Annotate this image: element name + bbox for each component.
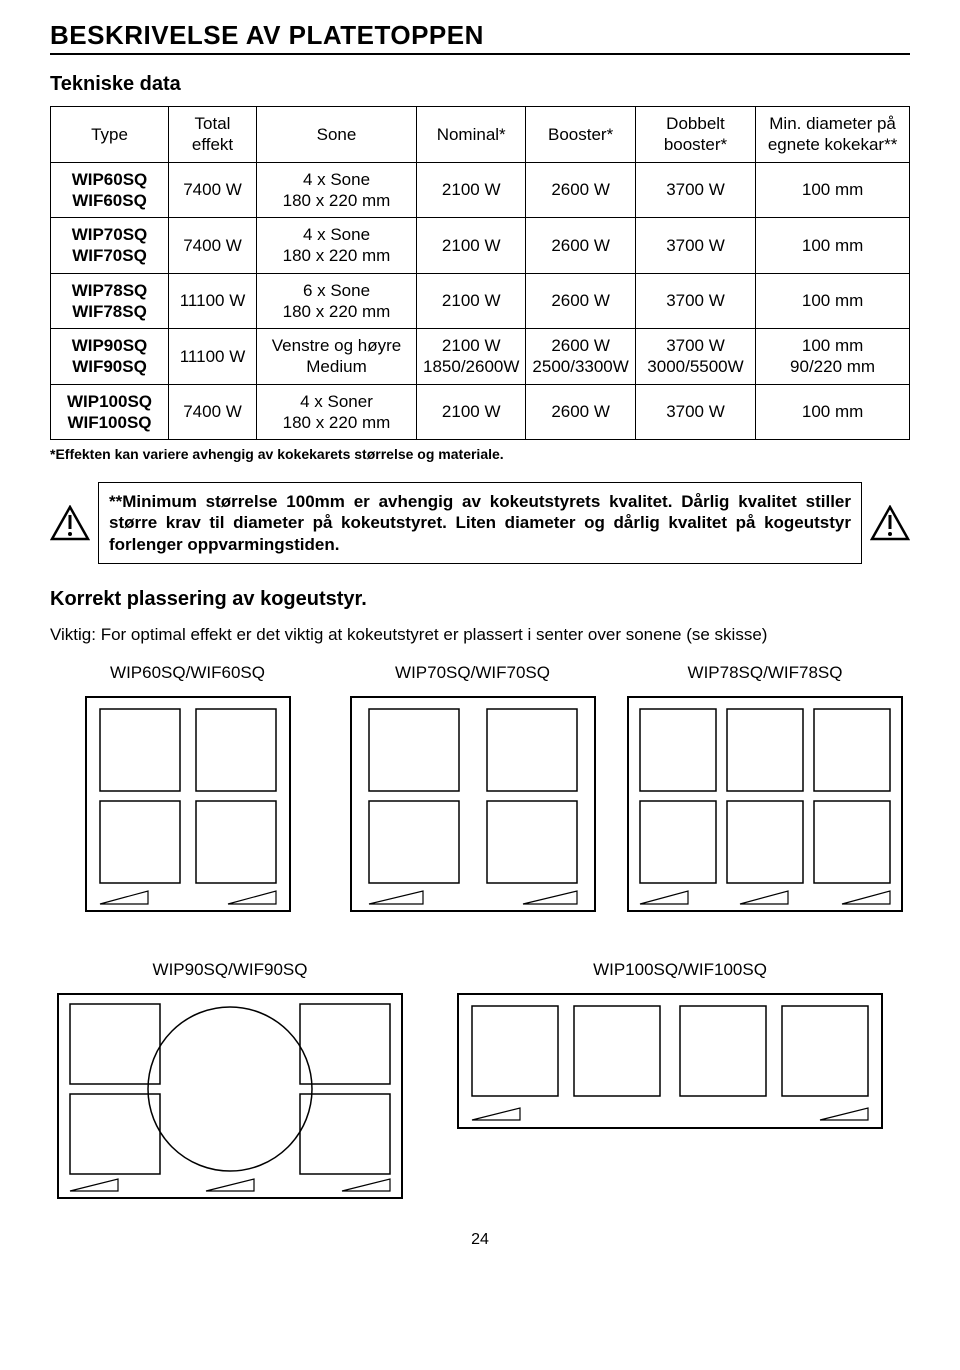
placement-text: Viktig: For optimal effekt er det viktig…	[50, 625, 910, 645]
diagram-label-78: WIP78SQ/WIF78SQ	[620, 663, 910, 683]
table-cell-mindiam: 100 mm	[756, 384, 910, 440]
table-cell-total: 7400 W	[169, 384, 257, 440]
diagram-row-bottom: WIP90SQ/WIF90SQ WIP100SQ/WIF100SQ	[50, 960, 910, 1211]
table-cell-total: 11100 W	[169, 329, 257, 385]
warning-icon	[870, 505, 910, 541]
specs-table: Type Total effekt Sone Nominal* Booster*…	[50, 106, 910, 440]
diagram-row-top: WIP60SQ/WIF60SQ WIP70SQ/WIF70SQ WIP78SQ/…	[50, 663, 910, 924]
diagram-90	[50, 986, 410, 1206]
diagram-70	[343, 689, 603, 919]
diagram-60	[78, 689, 298, 919]
table-cell-booster: 2600 W2500/3300W	[526, 329, 635, 385]
table-cell-nominal: 2100 W1850/2600W	[417, 329, 526, 385]
subtitle: Tekniske data	[50, 73, 910, 96]
placement-heading: Korrekt plassering av kogeutstyr.	[50, 588, 910, 611]
table-row: WIP60SQWIF60SQ7400 W4 x Sone180 x 220 mm…	[51, 162, 910, 218]
table-cell-sone: 6 x Sone180 x 220 mm	[257, 273, 417, 329]
table-row: WIP78SQWIF78SQ11100 W6 x Sone180 x 220 m…	[51, 273, 910, 329]
table-cell-type: WIP60SQWIF60SQ	[51, 162, 169, 218]
table-cell-booster: 2600 W	[526, 218, 635, 274]
table-footnote: *Effekten kan variere avhengig av kokeka…	[50, 446, 910, 462]
table-cell-type: WIP70SQWIF70SQ	[51, 218, 169, 274]
table-cell-sone: 4 x Soner180 x 220 mm	[257, 384, 417, 440]
table-cell-total: 7400 W	[169, 218, 257, 274]
table-cell-type: WIP78SQWIF78SQ	[51, 273, 169, 329]
diagram-label-70: WIP70SQ/WIF70SQ	[335, 663, 610, 683]
table-cell-booster: 2600 W	[526, 273, 635, 329]
table-cell-nominal: 2100 W	[417, 384, 526, 440]
table-cell-dblbooster: 3700 W	[635, 218, 755, 274]
table-cell-nominal: 2100 W	[417, 162, 526, 218]
table-cell-nominal: 2100 W	[417, 218, 526, 274]
table-cell-mindiam: 100 mm	[756, 218, 910, 274]
table-cell-booster: 2600 W	[526, 162, 635, 218]
table-cell-sone: 4 x Sone180 x 220 mm	[257, 218, 417, 274]
diagram-label-100: WIP100SQ/WIF100SQ	[450, 960, 910, 980]
table-cell-sone: 4 x Sone180 x 220 mm	[257, 162, 417, 218]
diagram-100	[450, 986, 890, 1136]
th-sone: Sone	[257, 107, 417, 163]
th-total: Total effekt	[169, 107, 257, 163]
th-booster: Booster*	[526, 107, 635, 163]
table-row: WIP70SQWIF70SQ7400 W4 x Sone180 x 220 mm…	[51, 218, 910, 274]
th-dblbooster: Dobbelt booster*	[635, 107, 755, 163]
th-nominal: Nominal*	[417, 107, 526, 163]
table-cell-mindiam: 100 mm	[756, 273, 910, 329]
table-cell-type: WIP90SQWIF90SQ	[51, 329, 169, 385]
table-cell-type: WIP100SQWIF100SQ	[51, 384, 169, 440]
th-mindiam: Min. diameter på egnete kokekar**	[756, 107, 910, 163]
warning-row: **Minimum størrelse 100mm er avhengig av…	[50, 482, 910, 564]
warning-text: **Minimum størrelse 100mm er avhengig av…	[98, 482, 862, 564]
table-cell-booster: 2600 W	[526, 384, 635, 440]
table-cell-nominal: 2100 W	[417, 273, 526, 329]
table-cell-dblbooster: 3700 W	[635, 162, 755, 218]
warning-icon	[50, 505, 90, 541]
diagram-label-60: WIP60SQ/WIF60SQ	[50, 663, 325, 683]
table-cell-mindiam: 100 mm	[756, 162, 910, 218]
table-row: WIP100SQWIF100SQ7400 W4 x Soner180 x 220…	[51, 384, 910, 440]
table-cell-dblbooster: 3700 W	[635, 273, 755, 329]
table-cell-sone: Venstre og høyreMedium	[257, 329, 417, 385]
diagram-label-90: WIP90SQ/WIF90SQ	[50, 960, 410, 980]
table-cell-total: 11100 W	[169, 273, 257, 329]
table-cell-total: 7400 W	[169, 162, 257, 218]
page-number: 24	[50, 1231, 910, 1249]
table-row: WIP90SQWIF90SQ11100 WVenstre og høyreMed…	[51, 329, 910, 385]
table-cell-mindiam: 100 mm90/220 mm	[756, 329, 910, 385]
table-cell-dblbooster: 3700 W3000/5500W	[635, 329, 755, 385]
th-type: Type	[51, 107, 169, 163]
diagram-78	[620, 689, 910, 919]
table-cell-dblbooster: 3700 W	[635, 384, 755, 440]
page-title: BESKRIVELSE AV PLATETOPPEN	[50, 20, 910, 55]
